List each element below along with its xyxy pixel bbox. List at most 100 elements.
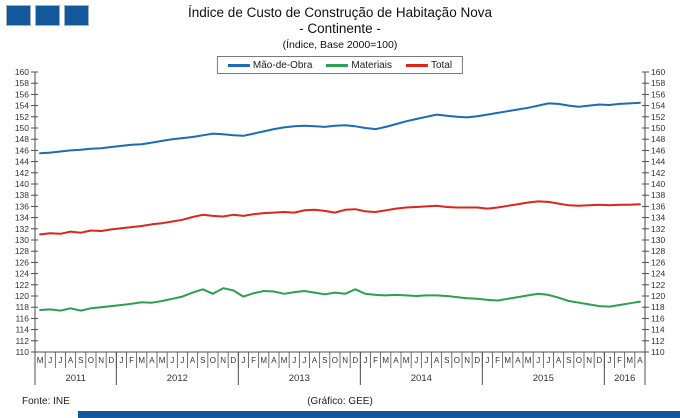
series-line-total <box>39 200 641 236</box>
y-tick-label-right: 116 <box>651 313 665 323</box>
month-label: J <box>180 356 184 365</box>
month-label: N <box>342 356 348 365</box>
month-label: J <box>48 356 52 365</box>
month-label: F <box>129 356 134 365</box>
y-tick-label-left: 146 <box>15 145 29 155</box>
legend-label: Mão-de-Obra <box>252 59 313 71</box>
month-label: J <box>424 356 428 365</box>
y-tick-label-left: 118 <box>15 302 29 312</box>
y-tick-label-right: 154 <box>651 101 665 111</box>
month-label: J <box>607 356 611 365</box>
title-block: Índice de Custo de Construção de Habitaç… <box>0 5 680 52</box>
y-tick-label-left: 136 <box>15 201 29 211</box>
legend-label: Materiais <box>351 59 392 71</box>
y-tick-label-right: 158 <box>651 78 665 88</box>
logo-square-icon <box>35 5 60 26</box>
year-label: 2011 <box>65 373 85 384</box>
y-tick-label-left: 110 <box>15 347 29 357</box>
month-label: A <box>149 356 155 365</box>
month-label: O <box>332 356 338 365</box>
chart-subtitle-region: - Continente - <box>299 21 381 37</box>
y-tick-label-left: 152 <box>15 112 29 122</box>
month-label: M <box>37 356 44 365</box>
y-tick-label-right: 112 <box>651 336 665 346</box>
month-label: J <box>58 356 62 365</box>
series-line-materiais <box>39 287 641 312</box>
y-tick-label-left: 130 <box>15 235 29 245</box>
y-tick-label-right: 136 <box>651 201 665 211</box>
month-label: A <box>271 356 277 365</box>
month-label: S <box>566 356 571 365</box>
month-label: M <box>626 356 633 365</box>
month-label: J <box>170 356 174 365</box>
month-label: D <box>108 356 114 365</box>
month-label: S <box>444 356 449 365</box>
month-label: N <box>98 356 104 365</box>
y-tick-label-left: 120 <box>15 291 29 301</box>
series-line-m-o-de-obra <box>39 101 641 155</box>
month-label: D <box>474 356 480 365</box>
bottom-accent-bar <box>78 411 680 418</box>
month-label: F <box>251 356 256 365</box>
year-label: 2015 <box>533 373 554 384</box>
legend-line-swatch-red <box>405 63 428 67</box>
month-label: M <box>504 356 511 365</box>
month-label: D <box>596 356 602 365</box>
credit-note: (Gráfico: GEE) <box>307 396 373 407</box>
y-tick-label-left: 156 <box>15 89 29 99</box>
month-label: D <box>352 356 358 365</box>
y-tick-label-left: 154 <box>15 101 29 111</box>
y-tick-label-right: 124 <box>651 269 665 279</box>
month-label: J <box>536 356 540 365</box>
month-label: A <box>393 356 399 365</box>
logo-square-icon <box>64 5 89 26</box>
logo-square-icon <box>6 5 31 26</box>
month-label: A <box>637 356 643 365</box>
chart-subtitle-basis: (Índice, Base 2000=100) <box>282 39 398 52</box>
month-label: S <box>200 356 205 365</box>
month-label: N <box>464 356 470 365</box>
month-label: S <box>322 356 327 365</box>
y-tick-label-left: 114 <box>15 325 29 335</box>
legend-item-materiais: Materiais <box>326 60 392 71</box>
legend-item-mao-de-obra: Mão-de-Obra <box>227 59 313 71</box>
month-label: J <box>302 356 306 365</box>
month-label: M <box>281 356 288 365</box>
month-label: J <box>414 356 418 365</box>
y-tick-label-right: 140 <box>651 179 665 189</box>
legend-line-swatch-blue <box>227 63 250 67</box>
legend: Mão-de-Obra Materiais Total <box>216 56 464 74</box>
y-tick-label-left: 134 <box>15 213 29 223</box>
y-tick-label-right: 122 <box>651 280 665 290</box>
y-tick-label-left: 142 <box>15 168 29 178</box>
y-tick-label-left: 144 <box>15 157 29 167</box>
month-label: J <box>485 356 489 365</box>
year-label: 2014 <box>411 373 432 384</box>
y-tick-label-right: 148 <box>651 134 665 144</box>
y-tick-label-right: 132 <box>651 224 665 234</box>
month-label: M <box>403 356 410 365</box>
month-label: O <box>454 356 460 365</box>
y-tick-label-right: 138 <box>651 190 665 200</box>
y-tick-label-right: 110 <box>651 347 665 357</box>
month-label: M <box>138 356 145 365</box>
y-tick-label-right: 152 <box>651 112 665 122</box>
month-label: A <box>68 356 74 365</box>
y-tick-label-right: 144 <box>651 157 665 167</box>
y-tick-label-right: 118 <box>651 302 665 312</box>
y-tick-label-right: 128 <box>651 246 665 256</box>
y-tick-label-right: 160 <box>651 67 665 77</box>
y-tick-label-right: 114 <box>651 325 665 335</box>
month-label: M <box>159 356 166 365</box>
month-label: O <box>210 356 216 365</box>
y-tick-label-left: 158 <box>15 78 29 88</box>
month-label: A <box>312 356 318 365</box>
y-tick-label-left: 132 <box>15 224 29 234</box>
y-tick-label-left: 148 <box>15 134 29 144</box>
month-label: A <box>515 356 521 365</box>
y-tick-label-left: 124 <box>15 269 29 279</box>
y-tick-label-left: 122 <box>15 280 29 290</box>
y-tick-label-left: 140 <box>15 179 29 189</box>
